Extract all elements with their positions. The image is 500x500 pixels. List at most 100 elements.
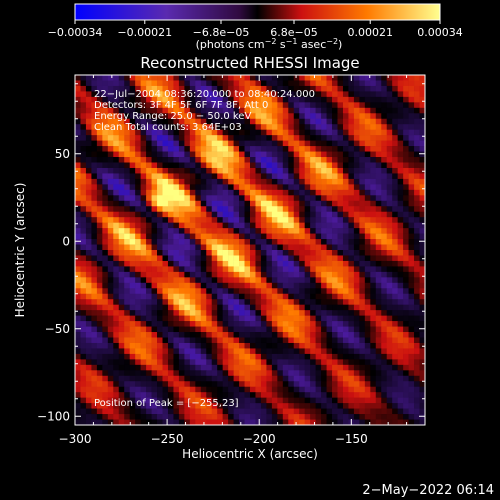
heatmap-cell — [96, 233, 103, 240]
heatmap-cell — [304, 151, 311, 158]
heatmap-cell — [124, 277, 130, 284]
heatmap-cell — [80, 250, 87, 256]
heatmap-cell — [282, 397, 289, 404]
heatmap-cell — [348, 233, 355, 240]
heatmap-cell — [162, 96, 169, 103]
heatmap-cell — [239, 414, 245, 420]
heatmap-cell — [189, 408, 196, 415]
heatmap-cell — [200, 299, 207, 305]
heatmap-cell — [200, 370, 207, 377]
heatmap-cell — [228, 337, 234, 344]
heatmap-cell — [151, 173, 158, 180]
heatmap-cell — [178, 96, 185, 103]
heatmap-cell — [397, 342, 404, 349]
heatmap-cell — [315, 151, 322, 158]
heatmap-cell — [260, 113, 267, 120]
heatmap-cell — [222, 91, 229, 98]
heatmap-cell — [293, 250, 300, 256]
heatmap-cell — [233, 342, 240, 349]
heatmap-cell — [397, 271, 404, 278]
heatmap-cell — [282, 315, 289, 322]
heatmap-cell — [178, 359, 185, 366]
heatmap-cell — [250, 310, 256, 316]
heatmap-cell — [266, 140, 273, 147]
heatmap-cell — [304, 299, 311, 305]
heatmap-cell — [80, 233, 87, 240]
heatmap-cell — [200, 96, 207, 103]
heatmap-cell — [151, 200, 158, 207]
heatmap-cell — [386, 200, 393, 207]
heatmap-cell — [102, 151, 109, 158]
heatmap-cell — [151, 266, 158, 273]
heatmap-cell — [173, 222, 180, 229]
heatmap-cell — [326, 353, 333, 360]
heatmap-cell — [178, 233, 185, 240]
heatmap-cell — [239, 315, 245, 322]
heatmap-cell — [348, 282, 355, 289]
heatmap-cell — [107, 244, 114, 251]
heatmap-cell — [135, 310, 141, 316]
heatmap-cell — [189, 250, 196, 256]
heatmap-cell — [408, 151, 415, 158]
heatmap-cell — [353, 288, 360, 295]
heatmap-cell — [321, 310, 327, 316]
heatmap-cell — [250, 206, 256, 213]
heatmap-cell — [348, 397, 355, 404]
heatmap-cell — [239, 206, 245, 213]
heatmap-cell — [85, 342, 92, 349]
heatmap-cell — [310, 414, 316, 420]
heatmap-cell — [260, 107, 267, 114]
heatmap-cell — [211, 200, 218, 207]
heatmap-cell — [304, 195, 311, 202]
heatmap-cell — [250, 386, 256, 393]
heatmap-cell — [162, 392, 169, 398]
heatmap-cell — [113, 293, 120, 300]
heatmap-cell — [146, 315, 152, 322]
heatmap-cell — [392, 217, 398, 223]
heatmap-cell — [375, 211, 382, 218]
heatmap-cell — [96, 91, 103, 98]
heatmap-cell — [277, 419, 284, 426]
heatmap-cell — [359, 326, 366, 333]
heatmap-cell — [228, 288, 234, 295]
heatmap-cell — [250, 151, 256, 158]
heatmap-cell — [260, 282, 267, 289]
heatmap-cell — [359, 140, 366, 147]
heatmap-cell — [321, 206, 327, 213]
heatmap-cell — [80, 113, 87, 120]
heatmap-cell — [342, 332, 349, 338]
heatmap-cell — [342, 157, 349, 163]
heatmap-cell — [135, 96, 141, 103]
heatmap-cell — [184, 304, 191, 311]
heatmap-cell — [189, 282, 196, 289]
heatmap-cell — [375, 337, 382, 344]
heatmap-cell — [304, 80, 311, 87]
heatmap-cell — [211, 135, 218, 141]
heatmap-cell — [353, 75, 360, 81]
heatmap-cell — [75, 414, 81, 420]
heatmap-cell — [375, 206, 382, 213]
heatmap-cell — [75, 140, 81, 147]
heatmap-cell — [146, 282, 152, 289]
heatmap-cell — [408, 96, 415, 103]
heatmap-cell — [392, 239, 398, 245]
heatmap-cell — [85, 184, 92, 191]
heatmap-cell — [414, 250, 420, 256]
heatmap-cell — [162, 118, 169, 125]
heatmap-cell — [282, 266, 289, 273]
heatmap-cell — [233, 359, 240, 366]
heatmap-cell — [211, 211, 218, 218]
heatmap-cell — [211, 244, 218, 251]
heatmap-cell — [102, 293, 109, 300]
heatmap-cell — [244, 260, 251, 267]
heatmap-cell — [157, 271, 163, 278]
heatmap-cell — [135, 195, 141, 202]
heatmap-cell — [217, 146, 223, 152]
heatmap-cell — [408, 293, 415, 300]
heatmap-cell — [206, 80, 213, 87]
heatmap-cell — [364, 151, 371, 158]
heatmap-cell — [151, 271, 158, 278]
heatmap-cell — [162, 321, 169, 327]
heatmap-cell — [386, 91, 393, 98]
heatmap-cell — [359, 162, 366, 169]
